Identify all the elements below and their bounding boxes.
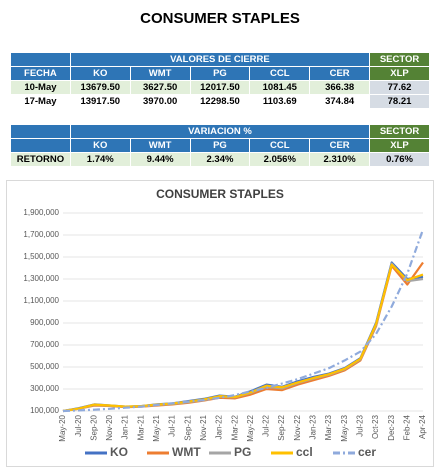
chart-title: CONSUMER STAPLES: [156, 187, 284, 201]
closing-table: VALORES DE CIERRE SECTOR FECHA KO WMT PG CCL CE…: [10, 52, 430, 109]
cell: 2.310%: [309, 152, 371, 167]
data-row: 10-May 13679.50 3627.50 12017.50 1081.45 366.…: [10, 80, 430, 95]
blank-header: [10, 52, 71, 67]
x-tick-label: May-23: [340, 414, 349, 441]
column-header: WMT: [129, 138, 191, 153]
data-row: 17-May 13917.50 3970.00 12298.50 1103.69 374.…: [10, 94, 430, 109]
x-tick-label: Jul-21: [168, 414, 177, 436]
column-header: CER: [309, 138, 371, 153]
return-table: VARIACION % SECTOR KO WMT PG CCL CER XLP RETORNO…: [10, 124, 430, 167]
legend-label: ccl: [296, 445, 313, 459]
x-tick-label: Jan-21: [121, 414, 130, 439]
legend-label: PG: [234, 445, 251, 459]
chart-box: CONSUMER STAPLES 100,000 300,000 500,000 70…: [6, 180, 434, 467]
group-header: VARIACION %: [69, 124, 371, 139]
cell: 78.21: [369, 94, 430, 109]
x-tick-label: May-22: [246, 414, 255, 441]
column-header: KO: [69, 66, 131, 81]
cell: 1081.45: [249, 80, 311, 95]
column-header: KO: [69, 138, 131, 153]
cell: 10-May: [10, 80, 71, 95]
cell: 12017.50: [189, 80, 251, 95]
column-row: KO WMT PG CCL CER XLP: [10, 138, 430, 153]
blank-header: [10, 138, 71, 153]
chart: CONSUMER STAPLES 100,000 300,000 500,000 70…: [23, 187, 427, 459]
x-tick-label: Sep-20: [89, 414, 98, 440]
cell: 1103.69: [249, 94, 311, 109]
x-tick-label: Jul-23: [356, 414, 365, 436]
column-header: XLP: [369, 66, 430, 81]
y-tick-label: 1,500,000: [23, 252, 59, 261]
page-title: CONSUMER STAPLES: [140, 10, 300, 27]
column-header: WMT: [129, 66, 191, 81]
x-tick-label: Oct-23: [371, 414, 380, 439]
y-tick-label: 900,000: [30, 318, 59, 327]
x-tick-label: Mar-22: [230, 414, 239, 440]
x-tick-label: Jan-22: [215, 414, 224, 439]
column-header: CCL: [249, 138, 311, 153]
blank-header: [10, 124, 71, 139]
column-header: CCL: [249, 66, 311, 81]
y-tick-label: 1,100,000: [23, 296, 59, 305]
legend-label: WMT: [172, 445, 201, 459]
cell: 374.84: [309, 94, 371, 109]
cell: 13917.50: [69, 94, 131, 109]
column-header: PG: [189, 66, 251, 81]
y-tick-label: 1,700,000: [23, 230, 59, 239]
y-tick-label: 100,000: [30, 406, 59, 415]
group-header: VALORES DE CIERRE: [69, 52, 371, 67]
header-row: VARIACION % SECTOR: [10, 124, 430, 139]
cell: 17-May: [10, 94, 71, 109]
legend-label: KO: [110, 445, 128, 459]
legend-label: cer: [358, 445, 376, 459]
cell: 366.38: [309, 80, 371, 95]
x-tick-label: Feb-24: [402, 414, 411, 440]
x-tick-label: Dec-23: [387, 414, 396, 440]
column-header: FECHA: [10, 66, 71, 81]
x-tick-label: Jul-20: [74, 414, 83, 436]
x-tick-label: May-21: [152, 414, 161, 441]
x-tick-label: Apr-24: [418, 414, 427, 439]
cell: 9.44%: [129, 152, 191, 167]
y-tick-label: 300,000: [30, 384, 59, 393]
cell: RETORNO: [10, 152, 71, 167]
cell: 1.74%: [69, 152, 131, 167]
x-tick-label: Jan-23: [309, 414, 318, 439]
y-tick-label: 500,000: [30, 362, 59, 371]
sector-header: SECTOR: [369, 124, 430, 139]
header-row: VALORES DE CIERRE SECTOR: [10, 52, 430, 67]
data-row: RETORNO 1.74% 9.44% 2.34% 2.056% 2.310% 0.76%: [10, 152, 430, 167]
sector-header: SECTOR: [369, 52, 430, 67]
column-row: FECHA KO WMT PG CCL CER XLP: [10, 66, 430, 81]
x-tick-label: Jul-22: [262, 414, 271, 436]
x-tick-label: Nov-21: [199, 414, 208, 440]
column-header: CER: [309, 66, 371, 81]
x-tick-label: May-20: [58, 414, 67, 441]
x-tick-label: Nov-20: [105, 414, 114, 440]
cell: 13679.50: [69, 80, 131, 95]
cell: 12298.50: [189, 94, 251, 109]
cell: 2.34%: [189, 152, 251, 167]
cell: 2.056%: [249, 152, 311, 167]
x-tick-label: Sep-21: [183, 414, 192, 440]
x-tick-label: Sep-22: [277, 414, 286, 440]
y-tick-label: 700,000: [30, 340, 59, 349]
x-tick-label: Mar-23: [324, 414, 333, 440]
x-tick-label: Mar-21: [136, 414, 145, 440]
series-line: [62, 263, 424, 413]
cell: 77.62: [369, 80, 430, 95]
column-header: PG: [189, 138, 251, 153]
x-tick-label: Nov-22: [293, 414, 302, 440]
y-tick-label: 1,300,000: [23, 274, 59, 283]
series-line: [62, 229, 425, 413]
cell: 0.76%: [369, 152, 430, 167]
cell: 3627.50: [129, 80, 191, 95]
column-header: XLP: [369, 138, 430, 153]
y-tick-label: 1,900,000: [23, 208, 59, 217]
cell: 3970.00: [129, 94, 191, 109]
